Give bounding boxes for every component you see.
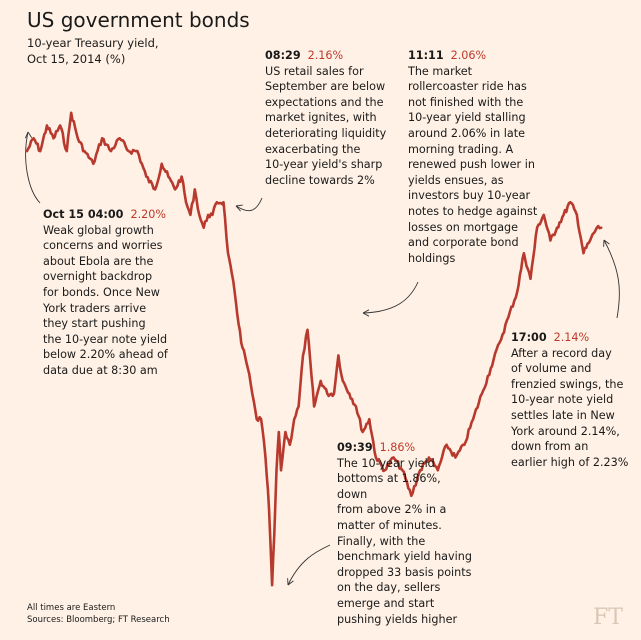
annotation-text-line: exacerbating the bbox=[265, 142, 361, 156]
arrow-1700 bbox=[603, 239, 620, 319]
annotation-time: 17:00 bbox=[511, 331, 547, 344]
annotation-text-line: renewed push lower in bbox=[408, 158, 535, 172]
annotation-text-line: pushing yields higher bbox=[337, 612, 458, 626]
annotation-time: Oct 15 04:00 bbox=[43, 208, 124, 221]
annotation-value: 2.14% bbox=[553, 331, 590, 344]
subtitle-line-2: Oct 15, 2014 (%) bbox=[27, 52, 126, 66]
annotation-text-line: morning trading. A bbox=[408, 142, 514, 156]
annotation-arrows bbox=[24, 131, 620, 586]
annotation-text-line: expectations and the bbox=[265, 95, 384, 109]
footer-sources: Sources: Bloomberg; FT Research bbox=[27, 615, 170, 625]
annotation-text-line: The 10-year yield bbox=[337, 456, 435, 470]
annotation-text-line: deteriorating liquidity bbox=[265, 126, 387, 140]
annotation-0400: Oct 15 04:00 2.20% Weak global growth conc… bbox=[43, 207, 203, 379]
annotation-text-line: of volume and bbox=[511, 362, 592, 376]
annotation-text-line: settles late in New bbox=[511, 408, 615, 422]
annotation-text-line: dropped 33 basis points bbox=[337, 565, 472, 579]
annotation-text-line: notes to hedge against bbox=[408, 204, 538, 218]
annotation-text-line: for bonds. Once New bbox=[43, 285, 160, 299]
annotation-value: 2.06% bbox=[450, 49, 487, 62]
arrow-0829-head bbox=[235, 204, 243, 212]
annotation-text-line: The market bbox=[408, 64, 473, 78]
annotation-text-line: they start pushing bbox=[43, 317, 146, 331]
annotation-text-line: about Ebola are the bbox=[43, 254, 154, 268]
yield-series-line bbox=[25, 111, 603, 587]
annotation-1111: 11:11 2.06% The market rollercoaster ride … bbox=[408, 48, 548, 266]
annotation-text-line: bottoms at 1.86%, down bbox=[337, 472, 441, 501]
annotation-value: 2.20% bbox=[130, 208, 167, 221]
arrow-1700-head bbox=[603, 239, 610, 247]
annotation-text-line: and corporate bond bbox=[408, 236, 519, 250]
annotation-text-line: York around 2.14%, bbox=[511, 424, 620, 438]
annotation-text-line: US retail sales for bbox=[265, 64, 364, 78]
annotation-0939: 09:39 1.86% The 10-year yield bottoms at 1… bbox=[337, 440, 472, 627]
chart-subtitle: 10-year Treasury yield, Oct 15, 2014 (%) bbox=[27, 35, 227, 67]
annotation-text-line: frenzied swings, the bbox=[511, 377, 624, 391]
annotation-text-line: decline towards 2% bbox=[265, 173, 375, 187]
footer: All times are Eastern Sources: Bloomberg… bbox=[27, 602, 170, 626]
annotation-text-line: After a record day bbox=[511, 346, 612, 360]
arrow-0829 bbox=[235, 197, 263, 212]
annotation-text-line: matter of minutes. bbox=[337, 518, 442, 532]
arrow-0400 bbox=[25, 131, 41, 204]
annotation-text-line: investors buy 10-year bbox=[408, 189, 531, 203]
annotation-0829: 08:29 2.16% US retail sales for September … bbox=[265, 48, 395, 188]
annotation-value: 1.86% bbox=[379, 441, 416, 454]
subtitle-line-1: 10-year Treasury yield, bbox=[27, 36, 159, 50]
annotation-text-line: not finished with the bbox=[408, 95, 524, 109]
arrow-0400-head bbox=[24, 131, 33, 139]
annotation-text-line: overnight backdrop bbox=[43, 270, 153, 284]
annotation-text-line: 10-year yield stalling bbox=[408, 111, 526, 125]
annotation-text-line: below 2.20% ahead of bbox=[43, 348, 168, 362]
annotation-value: 2.16% bbox=[307, 49, 344, 62]
arrow-1111-head bbox=[362, 309, 370, 317]
annotation-text-line: emerge and start bbox=[337, 596, 435, 610]
chart-title: US government bonds bbox=[27, 8, 250, 32]
annotation-time: 11:11 bbox=[408, 49, 444, 62]
footer-note: All times are Eastern bbox=[27, 603, 116, 613]
annotation-text-line: 10-year note yield bbox=[511, 393, 614, 407]
annotation-text-line: around 2.06% in late bbox=[408, 126, 525, 140]
annotation-text-line: York traders arrive bbox=[43, 301, 147, 315]
annotation-text-line: Weak global growth bbox=[43, 223, 154, 237]
annotation-time: 09:39 bbox=[337, 441, 373, 454]
annotation-text-line: from above 2% in a bbox=[337, 503, 447, 517]
annotation-text-line: September are below bbox=[265, 80, 386, 94]
annotation-text-line: concerns and worries bbox=[43, 239, 163, 253]
annotation-time: 08:29 bbox=[265, 49, 301, 62]
annotation-text-line: the 10-year note yield bbox=[43, 332, 168, 346]
annotation-text-line: rollercoaster ride has bbox=[408, 80, 527, 94]
annotation-text-line: losses on mortgage bbox=[408, 220, 519, 234]
annotation-text-line: down from an bbox=[511, 440, 589, 454]
annotation-text-line: benchmark yield having bbox=[337, 550, 472, 564]
annotation-text-line: 10-year yield's sharp bbox=[265, 158, 383, 172]
annotation-text-line: market ignites, with bbox=[265, 111, 377, 125]
annotation-text-line: Finally, with the bbox=[337, 534, 426, 548]
annotation-text-line: yields ensues, as bbox=[408, 173, 504, 187]
annotation-text-line: holdings bbox=[408, 251, 456, 265]
annotation-1700: 17:00 2.14% After a record day of volume a… bbox=[511, 330, 636, 470]
ft-logo: FT bbox=[593, 605, 623, 630]
arrow-0939 bbox=[287, 544, 331, 586]
arrow-0939-head bbox=[287, 578, 294, 586]
arrow-1111 bbox=[362, 281, 419, 314]
annotation-text-line: earlier high of 2.23% bbox=[511, 455, 629, 469]
annotation-text-line: data due at 8:30 am bbox=[43, 363, 158, 377]
annotation-text-line: on the day, sellers bbox=[337, 581, 441, 595]
